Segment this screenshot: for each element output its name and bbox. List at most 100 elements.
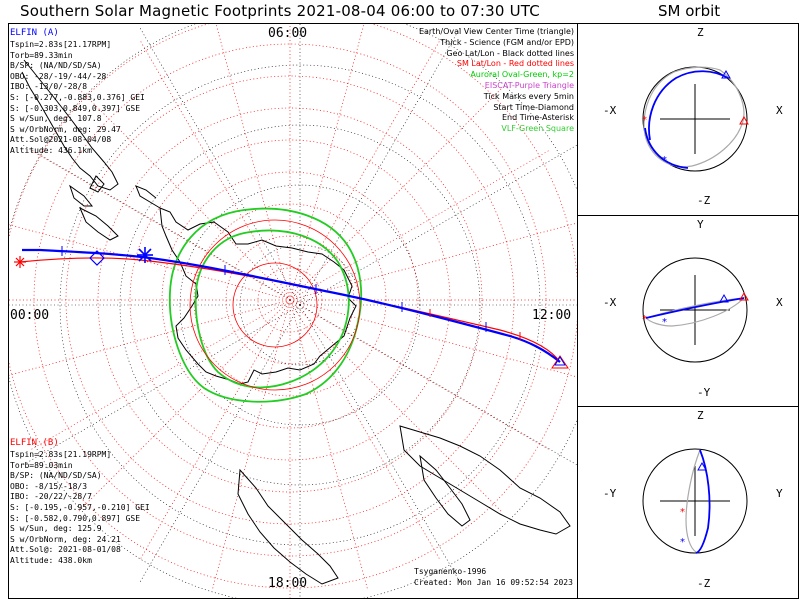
sm-lon-line	[139, 40, 291, 301]
elfin-b-line: S: [-0.582,0.790,0.897] GSE	[10, 513, 141, 523]
yz-left: -Y	[603, 487, 617, 500]
sm-lon-line	[289, 149, 550, 301]
sm-lon-line	[289, 299, 368, 590]
sm-lon-line	[215, 24, 291, 301]
elfin-a-line: IBO: -13/0/-28/8	[10, 82, 88, 92]
sm-lat-circle	[129, 139, 451, 461]
elfin-b-end-asterisk	[14, 256, 26, 268]
svg-text:*: *	[680, 507, 685, 518]
sm-lon-line	[289, 87, 503, 301]
sm-lat-circle	[161, 171, 419, 429]
time-label-left: 00:00	[10, 308, 50, 323]
xz-bottom: -Z	[697, 194, 711, 207]
xz-left: -X	[603, 104, 617, 117]
elfin-a-line: Torb=89.33min	[10, 50, 73, 60]
australia-coast	[399, 425, 571, 535]
sm-lon-line	[289, 299, 550, 451]
elfin-b-line: S w/Sun, deg: 125.9	[10, 524, 102, 534]
sm-lon-line	[289, 40, 441, 301]
legend: Earth/Oval View Center Time (triangle) Th…	[419, 27, 574, 135]
yz-right: Y	[776, 487, 783, 500]
legend-entry: End Time-Asterisk	[501, 113, 574, 123]
elfin-b-line: Altitude: 438.0km	[10, 555, 92, 565]
geo-lon-line	[299, 304, 461, 583]
xy-right: X	[776, 296, 783, 309]
model-label: Tsyganenko-1996	[414, 567, 487, 576]
xy-top: Y	[697, 218, 704, 231]
elfin-a-line: Att.Sol@2021-08-04/08	[10, 135, 112, 145]
sm-lon-line	[77, 87, 291, 301]
elfin-b-line: S: [-0.195,-0.957,-0.210] GEI	[10, 502, 150, 512]
elfin-a-name: ELFIN (A)	[10, 28, 59, 38]
elfin-a-line: S w/OrbNorm, deg: 29.47	[10, 124, 121, 134]
sm-lat-circle	[193, 203, 387, 397]
elfin-b-line: Torb=89.03min	[10, 460, 73, 470]
orbit-title: SM orbit	[658, 2, 721, 20]
legend-entry: Geo Lat/Lon - Black dotted lines	[446, 48, 574, 58]
legend-entry: Earth/Oval View Center Time (triangle)	[418, 27, 574, 36]
svg-text:*: *	[642, 314, 647, 325]
created-label: Created: Mon Jan 16 09:52:54 2023	[414, 578, 573, 587]
elfin-a-line: S: [-0.277,-0.883,0.376] GEI	[10, 92, 145, 102]
sm-lon-line	[30, 149, 291, 301]
time-label-bottom: 18:00	[268, 576, 308, 591]
svg-text:*: *	[662, 155, 667, 166]
xy-left: -X	[603, 296, 617, 309]
geo-lon-line	[299, 144, 577, 306]
elfin-a-line: B/SP: (NA/ND/SD/SA)	[10, 61, 102, 71]
sm-lat-circle	[97, 107, 483, 493]
elfin-b-line: OBO: -8/15/-18/3	[10, 481, 88, 491]
elfin-a-ticks	[61, 246, 487, 332]
elfin-b-line: Att.Sol@: 2021-08-01/08	[10, 545, 121, 555]
elfin-a-start-diamond	[89, 250, 105, 266]
elfin-b-line: B/SP: (NA/ND/SD/SA)	[10, 471, 102, 481]
xy-bottom: -Y	[697, 386, 711, 399]
geo-lon-line	[299, 27, 461, 306]
yz-bottom: -Z	[697, 577, 711, 590]
sm-lon-line	[9, 299, 291, 376]
elfin-b-details: Tspin=2.83s[21.19RPM] Torb=89.03min B/SP: …	[10, 450, 150, 567]
elfin-b-ticks	[429, 309, 521, 340]
sm-lon-line	[212, 299, 291, 590]
sm-lon-line	[289, 299, 441, 560]
time-label-right: 12:00	[532, 308, 572, 323]
elfin-b-line: IBO: -20/22/-28/7	[10, 492, 92, 502]
xz-right: X	[776, 104, 783, 117]
orbit-xz: * *	[642, 66, 749, 172]
svg-text:*: *	[642, 115, 647, 126]
legend-entry: Auroral Oval-Green, kp=2	[470, 70, 574, 80]
elfin-a-line: Altitude: 436.1km	[10, 145, 92, 155]
orbit-xy: * *	[642, 257, 749, 363]
south-america-coast	[21, 59, 119, 191]
elfin-b-line: S w/OrbNorm, deg: 24.21	[10, 534, 121, 544]
orbit-panel-yz	[577, 406, 799, 599]
geo-lon-line	[22, 304, 301, 466]
legend-entry: EISCAT-Purple Triangle	[484, 80, 574, 90]
legend-entry: Thick - Science (FGM and/or EPD)	[440, 37, 574, 47]
elfin-a-line: OBO: -28/-19/-44/-28	[10, 71, 107, 81]
geo-lat-circle	[119, 124, 481, 486]
page-title: Southern Solar Magnetic Footprints 2021-…	[20, 2, 540, 20]
yz-top: Z	[697, 409, 704, 422]
nz-coast	[79, 206, 119, 241]
elfin-a-line: S w/Sun, deg: 107.8	[10, 114, 102, 124]
geo-lon-line	[139, 304, 301, 583]
svg-text:*: *	[680, 537, 685, 548]
africa-coast	[237, 468, 339, 585]
legend-entry: VLF-Green Square	[501, 124, 574, 134]
orbit-yz: * *	[642, 448, 748, 554]
geo-lon-line	[139, 27, 301, 306]
legend-entry: Tick Marks every 5min	[483, 91, 574, 101]
elfin-b-line: Tspin=2.83s[21.19RPM]	[10, 450, 112, 459]
sm-pole-circle	[232, 262, 318, 348]
elfin-a-track	[22, 248, 561, 363]
sm-lon-line	[289, 222, 577, 301]
xz-top: Z	[697, 26, 704, 39]
sm-lon-line	[9, 224, 291, 301]
sm-lon-line	[289, 24, 365, 301]
legend-entry: Start Time-Diamond	[493, 102, 574, 112]
sm-grid	[9, 24, 577, 598]
geo-lon-line	[299, 304, 577, 466]
view-center-triangle	[551, 355, 569, 369]
legend-entry: SM Lat/Lon - Red dotted lines	[456, 59, 574, 69]
